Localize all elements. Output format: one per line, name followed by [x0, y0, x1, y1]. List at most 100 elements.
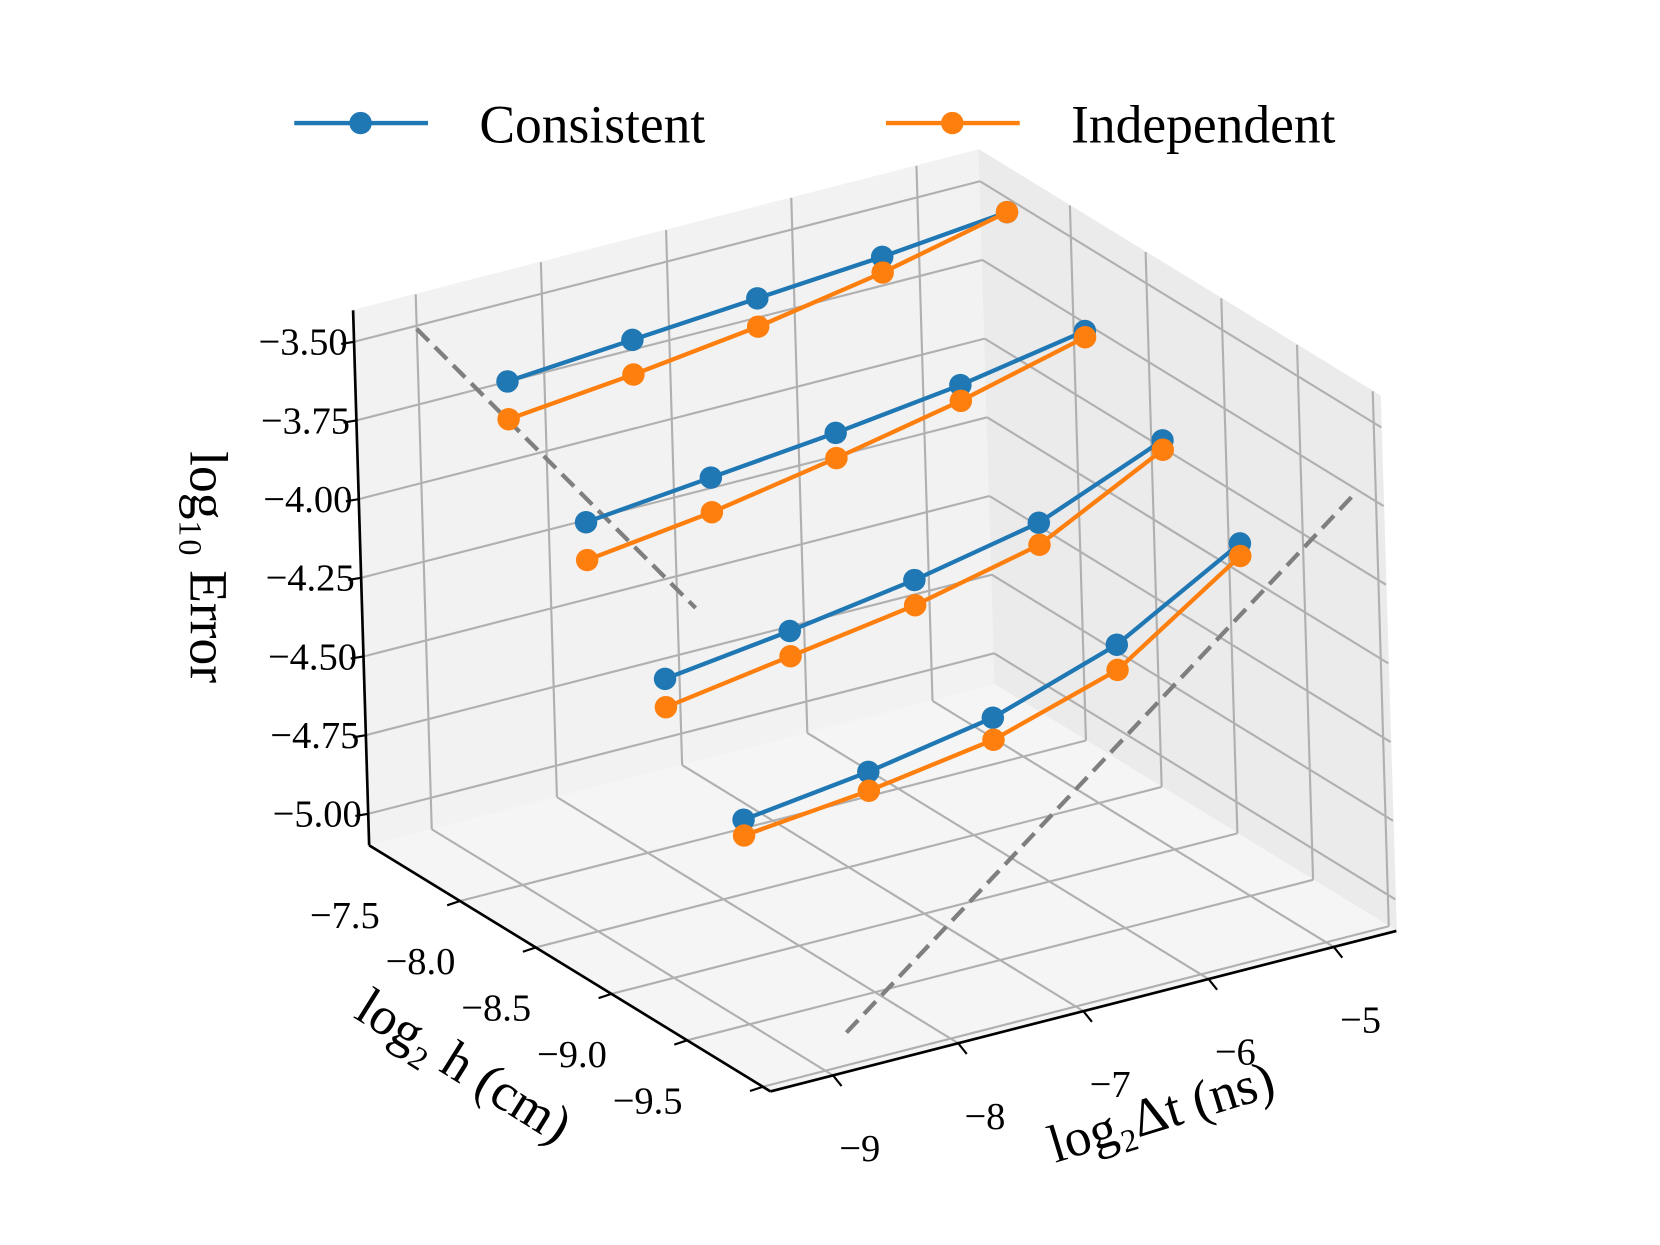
- y-tick-label: −8.5: [461, 988, 531, 1030]
- z-tick-label: −4.75: [270, 715, 359, 757]
- data-point: [700, 500, 724, 524]
- grid-line: [984, 337, 1387, 586]
- reference-line: [844, 495, 1353, 1035]
- x-tick-label: −7: [1090, 1064, 1131, 1106]
- tick-mark: [832, 1074, 843, 1087]
- data-point: [575, 548, 599, 572]
- y-axis: [368, 844, 772, 1093]
- z-axis-label: log₁₀ Error: [178, 451, 238, 683]
- grid-line: [981, 259, 1385, 507]
- tick-mark: [341, 340, 355, 345]
- grid-line: [358, 337, 985, 501]
- grid-line: [353, 180, 981, 343]
- grid-line: [681, 764, 1084, 1013]
- z-tick-label: −3.50: [258, 322, 347, 364]
- grid-line: [993, 652, 1396, 901]
- plot-area: −9 −8 −7 −6 −5 −7.5−8.0−8.5−9.0−9.5 −5.00 −4.75…: [178, 94, 1398, 1174]
- tick-mark: [446, 900, 461, 907]
- x-tick-label: −5: [1340, 1000, 1381, 1042]
- data-point: [1028, 533, 1051, 557]
- data-point: [778, 619, 801, 643]
- grid-line: [686, 878, 1314, 1042]
- data-point: [732, 824, 756, 847]
- legend-marker: [349, 111, 372, 135]
- data-point: [949, 389, 973, 413]
- data-point: [1027, 511, 1051, 535]
- tick-mark: [352, 734, 367, 739]
- legend-label: Independent: [1071, 94, 1336, 154]
- tick-mark: [355, 812, 369, 818]
- tick-mark: [749, 1085, 764, 1093]
- data-point: [1105, 633, 1129, 656]
- x-tick-label: −6: [1215, 1032, 1256, 1074]
- data-point: [746, 287, 769, 310]
- data-point: [732, 808, 755, 831]
- z-tick-label: −4.25: [266, 558, 355, 600]
- x-axis: [770, 929, 1397, 1093]
- data-point: [870, 245, 894, 269]
- grid-line: [986, 416, 1389, 665]
- z-tick-label: −4.00: [263, 479, 352, 521]
- data-point: [903, 593, 927, 617]
- grid-line: [556, 796, 959, 1045]
- tick-mark: [343, 419, 357, 424]
- tick-mark: [1082, 1010, 1093, 1023]
- tick-mark: [1207, 978, 1218, 991]
- data-point: [574, 511, 598, 534]
- data-point: [1073, 326, 1097, 349]
- data-point: [949, 373, 972, 397]
- data-point: [1151, 438, 1175, 461]
- data-point: [1229, 544, 1252, 568]
- tick-mark: [673, 1039, 688, 1046]
- y-tick-label: −9.5: [613, 1081, 683, 1123]
- z-axis: [351, 310, 371, 846]
- grid-line: [611, 832, 1238, 995]
- reference-line: [415, 327, 698, 610]
- data-point: [746, 315, 770, 338]
- grid-line: [991, 573, 1394, 822]
- grid-line: [988, 495, 1392, 743]
- y-tick-label: −8.0: [386, 941, 456, 983]
- data-point: [995, 200, 1019, 224]
- grid-line: [367, 652, 995, 815]
- data-point: [824, 421, 847, 445]
- data-point: [654, 695, 678, 719]
- y-tick-label: −7.5: [310, 895, 380, 937]
- grid-line: [431, 828, 834, 1077]
- data-point: [496, 370, 519, 393]
- data-point: [857, 760, 880, 784]
- x-axis-label: log₂Δt (ns): [1041, 1049, 1281, 1174]
- legend-label: Consistent: [479, 94, 705, 154]
- z-tick-label: −3.75: [261, 400, 350, 442]
- data-point: [653, 667, 677, 691]
- data-point: [622, 363, 645, 386]
- grid-line: [459, 739, 1087, 903]
- data-point: [497, 407, 520, 431]
- z-tick-label: −5.00: [273, 794, 362, 836]
- z-tick-label: −4.50: [268, 636, 357, 678]
- data-point: [981, 706, 1005, 729]
- data-point: [903, 568, 926, 592]
- data-point: [871, 261, 894, 284]
- tick-mark: [1332, 946, 1344, 959]
- tick-mark: [957, 1042, 968, 1055]
- grid-line: [365, 573, 993, 737]
- grid-line: [363, 494, 990, 658]
- grid-line: [535, 785, 1162, 949]
- tick-mark: [350, 655, 364, 660]
- grid-line: [356, 258, 983, 422]
- data-point: [699, 466, 723, 489]
- data-point: [982, 728, 1005, 752]
- grid-line: [360, 416, 988, 579]
- grid-line: [979, 180, 1382, 429]
- grid-line: [762, 925, 1390, 1088]
- legend-marker: [941, 111, 964, 135]
- data-point: [1106, 658, 1129, 682]
- x-tick-label: −9: [839, 1128, 880, 1170]
- tick-mark: [345, 498, 359, 503]
- tick-mark: [598, 992, 612, 1000]
- tick-mark: [348, 576, 362, 581]
- data-point: [857, 779, 881, 802]
- data-point: [825, 446, 848, 470]
